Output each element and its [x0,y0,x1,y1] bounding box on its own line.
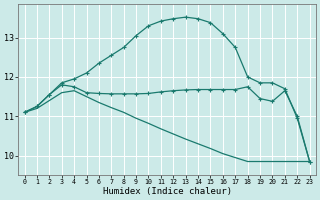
X-axis label: Humidex (Indice chaleur): Humidex (Indice chaleur) [103,187,232,196]
